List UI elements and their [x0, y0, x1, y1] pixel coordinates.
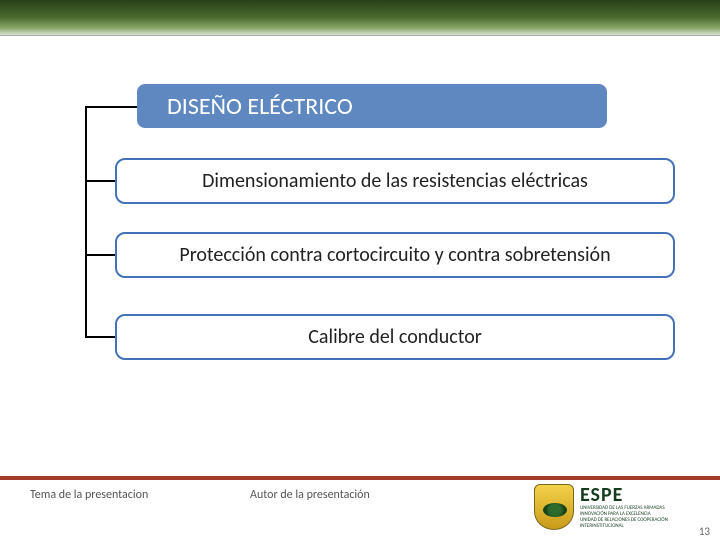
footer-author: Autor de la presentación — [250, 488, 470, 502]
logo-text: ESPE — [580, 485, 710, 505]
connector-branch-3 — [85, 336, 115, 338]
connector-branch-2 — [85, 254, 115, 256]
top-gradient-bar — [0, 0, 720, 36]
connector-branch-header — [85, 106, 137, 108]
footer-theme: Tema de la presentacion — [30, 488, 250, 502]
child-node-1: Dimensionamiento de las resistencias elé… — [115, 158, 675, 204]
slide-content: DISEÑO ELÉCTRICO Dimensionamiento de las… — [0, 36, 720, 476]
crest-icon — [534, 484, 574, 530]
footer-logo-block: ESPE UNIVERSIDAD DE LAS FUERZAS ARMADAS … — [534, 484, 710, 530]
tree-diagram: DISEÑO ELÉCTRICO Dimensionamiento de las… — [0, 76, 720, 396]
footer: Tema de la presentacion Autor de la pres… — [0, 480, 720, 540]
child-node-3: Calibre del conductor — [115, 314, 675, 360]
page-number: 13 — [699, 525, 710, 538]
logo-text-stack: ESPE UNIVERSIDAD DE LAS FUERZAS ARMADAS … — [580, 485, 710, 529]
header-node: DISEÑO ELÉCTRICO — [137, 84, 607, 128]
connector-trunk — [85, 106, 87, 336]
connector-branch-1 — [85, 180, 115, 182]
child-node-2: Protección contra cortocircuito y contra… — [115, 232, 675, 278]
logo-subtitle-3: UNIDAD DE RELACIONES DE COOPERACIÓN INTE… — [580, 517, 710, 529]
